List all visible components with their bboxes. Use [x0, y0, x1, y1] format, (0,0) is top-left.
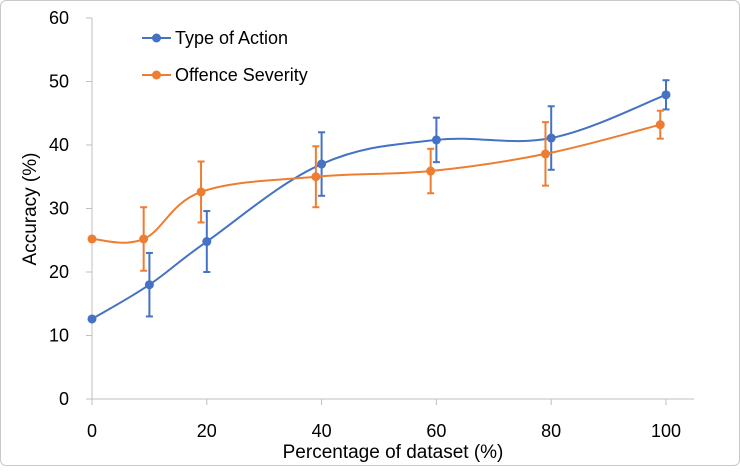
- data-point: [139, 234, 149, 244]
- data-point: [655, 120, 665, 130]
- y-tick-label: 60: [49, 8, 69, 28]
- data-point: [87, 314, 97, 324]
- legend-label: Offence Severity: [175, 65, 308, 85]
- legend: Type of Action Offence Severity: [142, 28, 308, 85]
- data-point: [431, 135, 441, 145]
- data-point: [661, 90, 671, 100]
- legend-label: Type of Action: [175, 28, 288, 48]
- y-tick-label: 50: [49, 72, 69, 92]
- series-0: [87, 79, 671, 324]
- data-point: [202, 237, 212, 247]
- x-tick-label: 20: [197, 421, 217, 441]
- x-tick-label: 80: [541, 421, 561, 441]
- x-tick-label: 100: [651, 421, 681, 441]
- data-point: [540, 149, 550, 159]
- y-tick-label: 30: [49, 199, 69, 219]
- data-point: [144, 280, 154, 290]
- data-point: [426, 166, 436, 176]
- y-axis-title: Accuracy (%): [20, 153, 41, 266]
- y-tick-label: 0: [59, 389, 69, 409]
- x-axis-title: Percentage of dataset (%): [283, 442, 504, 463]
- y-tick-label: 20: [49, 262, 69, 282]
- y-tick-label: 40: [49, 135, 69, 155]
- legend-marker: [152, 70, 161, 80]
- ticks: 0 10 20 30 40 50 60 0 20 40 60 80 100: [49, 8, 681, 441]
- legend-marker: [152, 33, 161, 43]
- data-point: [546, 133, 556, 143]
- data-point: [87, 234, 97, 244]
- x-tick-label: 60: [426, 421, 446, 441]
- data-point: [311, 172, 321, 182]
- x-tick-label: 40: [312, 421, 332, 441]
- x-tick-label: 0: [87, 421, 97, 441]
- series-1: [87, 109, 665, 272]
- series-line: [91, 123, 661, 244]
- data-point: [196, 187, 206, 197]
- series: [87, 79, 671, 324]
- data-point: [317, 159, 327, 169]
- y-tick-label: 10: [49, 326, 69, 346]
